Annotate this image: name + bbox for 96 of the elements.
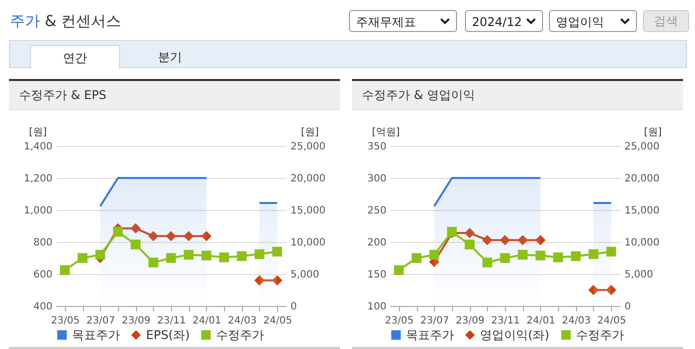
x-tick-label: 23/09 <box>122 316 151 326</box>
point <box>518 235 528 245</box>
point <box>130 224 140 234</box>
text: 분기 <box>157 49 183 66</box>
point <box>184 250 194 260</box>
point <box>148 231 158 241</box>
y-tick-label: 150 <box>367 270 386 280</box>
y2-tick-label: 20,000 <box>290 174 326 184</box>
text: 2024/12 <box>465 10 543 32</box>
x-tick-label: 24/01 <box>526 316 556 326</box>
x-tick-label: 23/07 <box>420 316 450 326</box>
y-tick-label: 350 <box>367 142 386 152</box>
legend-label: 수정주가 <box>216 328 264 342</box>
legend-label: 목표주가 <box>72 328 120 342</box>
point <box>412 253 422 263</box>
point <box>219 252 229 262</box>
point <box>553 252 563 262</box>
y-axis-title: [억원] <box>372 126 400 139</box>
point <box>606 246 616 256</box>
text: 연간 <box>30 45 120 69</box>
point <box>464 228 474 238</box>
y-tick-label: 600 <box>33 270 52 280</box>
text: 영업이익 <box>549 10 637 32</box>
x-tick-label: 24/05 <box>597 316 626 326</box>
x-tick-label: 23/05 <box>50 316 80 326</box>
point <box>429 250 440 260</box>
point <box>482 258 492 268</box>
x-tick-label: 23/09 <box>456 316 485 326</box>
y2-tick-label: 25,000 <box>290 142 326 152</box>
chart-title: 수정주가 & EPS <box>9 81 340 110</box>
point <box>588 285 598 295</box>
y2-axis-title: [원] <box>301 126 319 139</box>
point <box>394 265 404 276</box>
y-axis-title: [원] <box>29 126 47 139</box>
x-tick-label: 23/07 <box>86 316 116 326</box>
y-tick-label: 200 <box>367 238 386 248</box>
point <box>130 240 140 250</box>
y-tick-label: 800 <box>33 238 52 248</box>
point <box>518 250 528 260</box>
y2-axis-title: [원] <box>644 126 662 139</box>
point <box>482 235 492 245</box>
text: 검색 <box>643 10 689 32</box>
x-tick-label: 23/05 <box>384 316 414 326</box>
point <box>166 231 176 241</box>
x-tick-label: 23/11 <box>157 316 186 326</box>
point <box>113 226 123 237</box>
point <box>606 285 616 295</box>
point <box>464 240 474 250</box>
point <box>570 251 581 261</box>
legend-label: EPS(좌) <box>146 328 190 342</box>
y2-tick-label: 15,000 <box>624 206 660 216</box>
point <box>60 265 70 276</box>
y-tick-label: 250 <box>367 206 386 216</box>
point <box>254 249 264 260</box>
point <box>272 246 282 256</box>
x-tick-label: 24/03 <box>562 316 591 326</box>
legend-label: 수정주가 <box>576 328 624 342</box>
point <box>166 253 176 263</box>
point <box>272 276 282 286</box>
point <box>236 251 247 261</box>
x-tick-label: 24/03 <box>228 316 257 326</box>
x-tick-label: 23/11 <box>491 316 520 326</box>
point <box>500 235 510 245</box>
point <box>500 253 510 263</box>
y-tick-label: 400 <box>33 302 52 312</box>
y-tick-label: 1,400 <box>24 142 52 152</box>
y2-tick-label: 0 <box>290 302 297 312</box>
y2-tick-label: 25,000 <box>624 142 660 152</box>
text: 주가 & 컨센서스 <box>10 12 122 31</box>
point <box>95 250 106 260</box>
x-tick-label: 24/05 <box>263 316 292 326</box>
legend-label: 영업이익(좌) <box>480 328 550 342</box>
point <box>202 231 212 241</box>
point <box>588 249 598 260</box>
legend-label: 목표주가 <box>406 328 454 342</box>
y2-tick-label: 10,000 <box>624 238 660 248</box>
y-tick-label: 1,000 <box>24 206 52 216</box>
y-tick-label: 1,200 <box>24 174 52 184</box>
point <box>536 250 546 260</box>
point <box>202 250 212 260</box>
y2-tick-label: 15,000 <box>290 206 326 216</box>
y2-tick-label: 5,000 <box>624 270 654 280</box>
point <box>254 276 264 286</box>
point <box>148 258 158 268</box>
y2-tick-label: 5,000 <box>290 270 320 280</box>
chart-title: 수정주가 & 영업이익 <box>352 81 683 110</box>
point <box>78 253 88 263</box>
text: 주재무제표 <box>349 10 457 32</box>
y2-tick-label: 0 <box>624 302 631 312</box>
point <box>184 231 194 241</box>
y-tick-label: 300 <box>367 174 386 184</box>
point <box>536 235 546 245</box>
y2-tick-label: 10,000 <box>290 238 326 248</box>
x-tick-label: 24/01 <box>192 316 222 326</box>
y-tick-label: 100 <box>367 302 386 312</box>
y2-tick-label: 20,000 <box>624 174 660 184</box>
